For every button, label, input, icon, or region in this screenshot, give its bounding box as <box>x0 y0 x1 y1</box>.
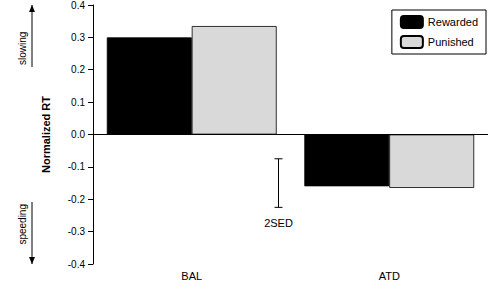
svg-text:Punished: Punished <box>428 36 474 48</box>
svg-text:ATD: ATD <box>379 270 400 282</box>
svg-text:Rewarded: Rewarded <box>428 16 478 28</box>
svg-text:Normalized RT: Normalized RT <box>40 96 52 173</box>
svg-text:slowing: slowing <box>17 32 28 65</box>
svg-text:-0.4: -0.4 <box>68 259 86 270</box>
svg-text:0.0: 0.0 <box>71 129 85 140</box>
svg-text:0.4: 0.4 <box>71 0 85 11</box>
svg-text:0.3: 0.3 <box>71 32 85 43</box>
svg-text:2SED: 2SED <box>264 217 293 229</box>
svg-text:-0.2: -0.2 <box>68 194 86 205</box>
svg-text:speeding: speeding <box>17 204 28 245</box>
svg-text:0.1: 0.1 <box>71 97 85 108</box>
svg-text:-0.3: -0.3 <box>68 226 86 237</box>
svg-text:0.2: 0.2 <box>71 64 85 75</box>
svg-text:BAL: BAL <box>181 270 202 282</box>
svg-text:-0.1: -0.1 <box>68 161 86 172</box>
